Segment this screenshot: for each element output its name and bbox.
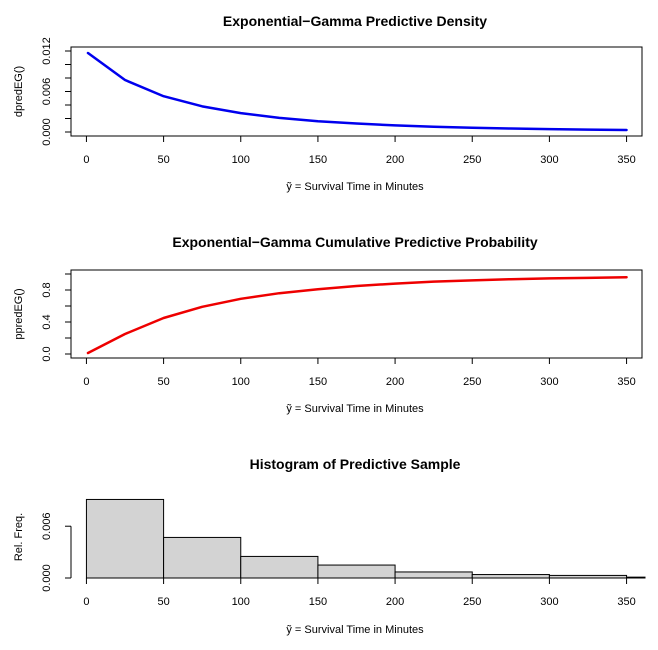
x-tick-label: 100 bbox=[232, 154, 250, 166]
x-tick-label: 0 bbox=[83, 154, 89, 166]
histogram-bar bbox=[240, 555, 319, 579]
x-tick-label: 150 bbox=[309, 154, 327, 166]
x-tick-label: 0 bbox=[83, 376, 89, 388]
x-tick-label: 300 bbox=[540, 154, 558, 166]
y-tick-label: 0.006 bbox=[41, 78, 53, 106]
x-axis-label: ỹ = Survival Time in Minutes bbox=[286, 403, 424, 415]
x-tick-label: 50 bbox=[157, 596, 169, 608]
x-tick-label: 100 bbox=[232, 596, 250, 608]
y-tick-label: 0.012 bbox=[41, 37, 53, 65]
chart-title: Histogram of Predictive Sample bbox=[250, 456, 461, 472]
x-tick-label: 350 bbox=[617, 154, 635, 166]
histogram-bar bbox=[626, 576, 646, 579]
y-tick-label: 0.4 bbox=[41, 314, 53, 329]
x-tick-label: 350 bbox=[617, 596, 635, 608]
histogram-bar bbox=[471, 574, 550, 579]
x-tick-label: 300 bbox=[540, 376, 558, 388]
x-tick-label: 150 bbox=[309, 376, 327, 388]
x-tick-label: 250 bbox=[463, 376, 481, 388]
x-tick-label: 100 bbox=[232, 376, 250, 388]
y-axis-label: Rel. Freq. bbox=[13, 513, 25, 561]
x-axis-label: ỹ = Survival Time in Minutes bbox=[286, 624, 424, 636]
histogram-bar bbox=[163, 536, 242, 579]
x-tick-label: 150 bbox=[309, 596, 327, 608]
series-line-cdf bbox=[86, 275, 628, 355]
x-tick-label: 250 bbox=[463, 154, 481, 166]
x-tick-label: 50 bbox=[157, 154, 169, 166]
x-tick-label: 200 bbox=[386, 596, 404, 608]
x-tick-label: 0 bbox=[83, 596, 89, 608]
chart-title: Exponential−Gamma Predictive Density bbox=[223, 13, 487, 29]
y-axis-label: ppredEG() bbox=[13, 288, 25, 339]
x-axis-label: ỹ = Survival Time in Minutes bbox=[286, 181, 424, 193]
histogram-bar bbox=[394, 571, 473, 579]
y-tick-label: 0.000 bbox=[41, 118, 53, 146]
plot-box bbox=[70, 269, 643, 359]
y-axis-label: dpredEG() bbox=[13, 66, 25, 117]
x-tick-label: 50 bbox=[157, 376, 169, 388]
series-line-density bbox=[86, 51, 628, 132]
histogram-bar bbox=[85, 498, 165, 579]
y-tick-label: 0.0 bbox=[41, 346, 53, 361]
x-tick-label: 250 bbox=[463, 596, 481, 608]
histogram-bar bbox=[317, 564, 396, 579]
x-tick-label: 300 bbox=[540, 596, 558, 608]
x-tick-label: 350 bbox=[617, 376, 635, 388]
y-tick-label: 0.006 bbox=[41, 512, 53, 540]
y-tick-label: 0.8 bbox=[41, 282, 53, 297]
x-tick-label: 200 bbox=[386, 376, 404, 388]
x-tick-label: 200 bbox=[386, 154, 404, 166]
y-tick-label: 0.000 bbox=[41, 564, 53, 592]
chart-title: Exponential−Gamma Cumulative Predictive … bbox=[172, 234, 537, 250]
